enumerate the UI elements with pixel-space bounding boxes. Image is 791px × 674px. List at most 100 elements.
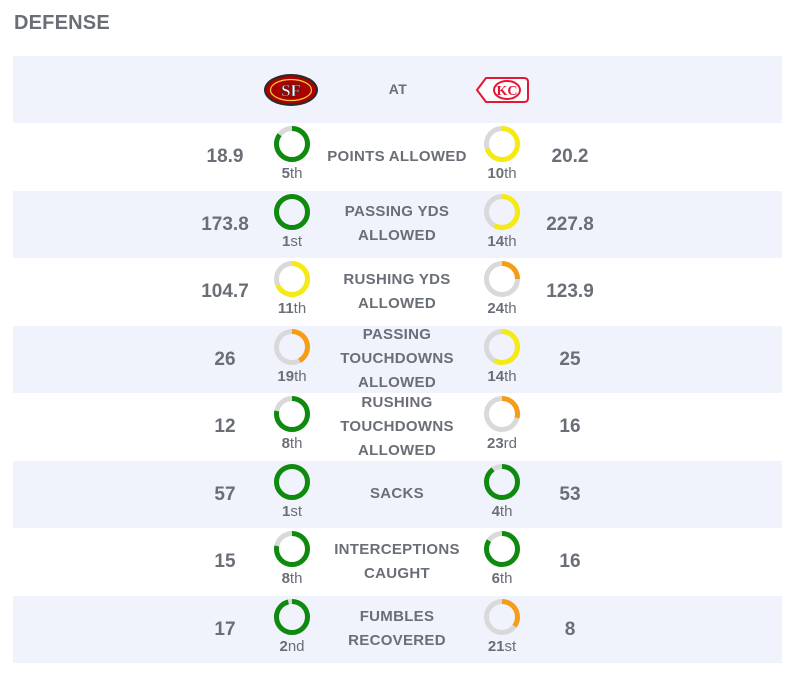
away-rank-suffix: th [294, 367, 307, 385]
home-stat-value: 20.2 [551, 146, 589, 167]
left-rank-ring [274, 193, 310, 230]
matchup-header: SF AT KC [13, 56, 782, 123]
left-rank-ring [274, 126, 310, 162]
right-rank-ring [484, 261, 520, 297]
away-rank-suffix: nd [287, 637, 305, 655]
away-rank: 2nd [262, 638, 322, 655]
stat-label: RUSHING YDS ALLOWED [343, 270, 451, 312]
away-stat-value: 173.8 [201, 213, 249, 235]
home-rank-suffix: th [504, 165, 517, 182]
away-rank-suffix: st [290, 502, 302, 520]
away-rank-number: 1 [281, 502, 291, 520]
home-rank-suffix: th [504, 367, 517, 385]
stat-label: FUMBLES RECOVERED [348, 608, 446, 649]
away-stat-value: 12 [214, 416, 236, 437]
home-rank: 24th [472, 300, 532, 317]
home-rank: 10th [472, 165, 532, 182]
away-stat-value: 104.7 [201, 281, 249, 302]
home-rank-suffix: st [504, 637, 517, 655]
away-stat-value: 18.9 [206, 146, 244, 167]
stat-label: RUSHING TOUCHDOWNS ALLOWED [340, 393, 454, 459]
right-rank-ring [484, 531, 520, 567]
stat-row: 18.9 5th POINTS ALLOWED 10th 20.2 [13, 123, 782, 191]
away-stat-value: 57 [214, 483, 236, 505]
kc-logo-icon: KC [475, 77, 529, 103]
home-rank-number: 4 [491, 502, 500, 520]
defense-comparison-table: SF AT KC 18.9 5th POINTS ALLOWED 10th 20.2 17… [13, 56, 782, 663]
home-rank-suffix: th [499, 502, 513, 520]
away-rank: 11th [262, 300, 322, 317]
right-rank-ring [484, 126, 520, 162]
left-rank-ring [274, 396, 310, 432]
at-label: AT [388, 81, 408, 97]
away-rank-suffix: th [289, 570, 303, 587]
home-rank-number: 21 [487, 637, 505, 655]
away-rank-number: 11 [277, 300, 294, 317]
home-rank-number: 6 [491, 570, 500, 587]
stat-label: SACKS [369, 485, 424, 502]
home-rank-number: 14 [487, 367, 505, 385]
away-stat-value: 17 [214, 618, 236, 640]
away-rank-suffix: th [289, 435, 303, 452]
section-title: DEFENSE [14, 12, 110, 34]
stat-label: POINTS ALLOWED [327, 147, 467, 165]
home-stat-value: 8 [564, 618, 576, 640]
stat-row: 12 8th RUSHING TOUCHDOWNS ALLOWED 23rd 16 [13, 393, 782, 461]
left-rank-ring [274, 328, 310, 365]
away-stat-value: 26 [214, 348, 236, 370]
home-rank-suffix: th [504, 300, 517, 317]
right-rank-ring [484, 328, 520, 365]
away-rank-suffix: th [289, 165, 303, 182]
away-rank-number: 1 [281, 232, 291, 250]
home-stat-value: 227.8 [546, 213, 594, 235]
stat-row: 57 1st SACKS 4th 53 [13, 460, 782, 528]
svg-text:SF: SF [281, 81, 301, 100]
away-rank: 8th [262, 435, 322, 452]
stat-row: 17 2nd FUMBLES RECOVERED 21st 8 [13, 595, 782, 663]
away-rank-number: 2 [279, 637, 288, 655]
home-rank: 4th [472, 503, 532, 520]
home-stat-value: 16 [559, 416, 581, 437]
home-rank: 21st [472, 638, 532, 655]
away-stat-value: 15 [214, 551, 236, 572]
away-rank-number: 8 [281, 435, 290, 452]
stat-row: 173.8 1st PASSING YDS ALLOWED 14th 227.8 [13, 190, 782, 258]
right-rank-ring [484, 193, 520, 230]
home-rank: 14th [472, 368, 532, 385]
away-rank-number: 5 [281, 165, 290, 182]
stat-row: 26 19th PASSING TOUCHDOWNS ALLOWED 14th 25 [13, 325, 782, 393]
away-rank: 5th [262, 165, 322, 182]
home-rank-suffix: rd [503, 435, 518, 452]
right-rank-ring [484, 598, 520, 635]
home-rank: 23rd [472, 435, 532, 452]
away-rank-number: 19 [277, 367, 295, 385]
home-rank-suffix: th [499, 570, 513, 587]
left-rank-ring [274, 598, 310, 635]
stat-label: PASSING TOUCHDOWNS ALLOWED [340, 326, 454, 391]
away-rank: 1st [262, 503, 322, 520]
away-rank-suffix: st [290, 232, 302, 250]
home-stat-value: 123.9 [546, 281, 594, 302]
home-rank-number: 10 [487, 165, 505, 182]
left-rank-ring [274, 531, 310, 567]
sf-logo-icon: SF [264, 74, 318, 106]
home-rank-suffix: th [504, 232, 517, 250]
away-rank: 8th [262, 570, 322, 587]
stat-row: 104.7 11th RUSHING YDS ALLOWED 24th 123.9 [13, 258, 782, 326]
left-rank-ring [274, 261, 310, 297]
away-rank: 19th [262, 368, 322, 385]
home-stat-value: 16 [559, 551, 581, 572]
stat-row: 15 8th INTERCEPTIONS CAUGHT 6th 16 [13, 528, 782, 596]
stat-label: INTERCEPTIONS CAUGHT [334, 540, 460, 582]
away-rank-number: 8 [281, 570, 290, 587]
stat-label: PASSING YDS ALLOWED [344, 203, 450, 244]
right-rank-ring [484, 463, 520, 500]
home-rank-number: 14 [487, 232, 505, 250]
home-rank: 14th [472, 233, 532, 250]
away-rank: 1st [262, 233, 322, 250]
right-rank-ring [484, 396, 520, 432]
home-stat-value: 53 [559, 483, 581, 505]
home-rank-number: 24 [487, 300, 505, 317]
left-rank-ring [274, 463, 310, 500]
away-rank-suffix: th [293, 300, 307, 317]
